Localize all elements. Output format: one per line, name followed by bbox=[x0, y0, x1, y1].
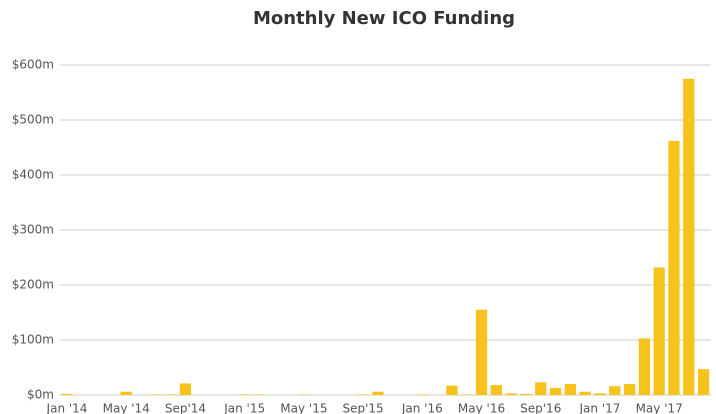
bar bbox=[623, 384, 636, 395]
bar bbox=[505, 393, 517, 395]
bar bbox=[594, 393, 606, 395]
y-tick-label: $400m bbox=[12, 168, 54, 182]
x-tick-label: Sep'14 bbox=[165, 402, 206, 414]
x-tick-label: Jan '16 bbox=[401, 402, 443, 414]
bar bbox=[609, 386, 621, 395]
bar bbox=[461, 394, 473, 395]
bar bbox=[564, 384, 576, 395]
bar bbox=[668, 140, 680, 395]
y-tick-label: $300m bbox=[12, 223, 54, 237]
bar bbox=[239, 394, 251, 395]
x-tick-label: May '15 bbox=[280, 402, 327, 414]
chart-title: Monthly New ICO Funding bbox=[253, 8, 515, 29]
x-tick-label: Sep'15 bbox=[342, 402, 383, 414]
bar bbox=[683, 78, 695, 395]
y-tick-label: $200m bbox=[12, 278, 54, 292]
bar bbox=[490, 385, 502, 395]
bar bbox=[61, 393, 73, 395]
bar bbox=[179, 383, 192, 395]
x-tick-label: Jan '15 bbox=[223, 402, 265, 414]
bar bbox=[372, 391, 384, 395]
y-tick-label: $0m bbox=[27, 388, 54, 402]
bar bbox=[697, 369, 710, 395]
bar bbox=[549, 387, 562, 395]
x-tick-label: Jan '14 bbox=[46, 402, 88, 414]
x-tick-label: May '14 bbox=[103, 402, 150, 414]
x-tick-label: May '16 bbox=[458, 402, 505, 414]
bar bbox=[120, 391, 132, 395]
y-tick-label: $500m bbox=[12, 113, 54, 127]
y-tick-label: $600m bbox=[12, 58, 54, 72]
bar bbox=[579, 391, 591, 395]
bar bbox=[446, 385, 458, 395]
bar bbox=[416, 394, 428, 395]
y-tick-label: $100m bbox=[12, 333, 54, 347]
bar bbox=[298, 394, 310, 395]
bar bbox=[165, 394, 177, 395]
bar bbox=[357, 394, 369, 395]
bar bbox=[653, 267, 665, 395]
bar bbox=[150, 394, 162, 395]
bar bbox=[535, 382, 547, 395]
bar bbox=[253, 394, 266, 395]
bar bbox=[475, 309, 488, 395]
x-tick-label: Jan '17 bbox=[579, 402, 621, 414]
bar bbox=[638, 338, 651, 395]
x-tick-label: Sep'16 bbox=[520, 402, 561, 414]
bar bbox=[520, 393, 532, 395]
x-tick-label: May '17 bbox=[636, 402, 683, 414]
